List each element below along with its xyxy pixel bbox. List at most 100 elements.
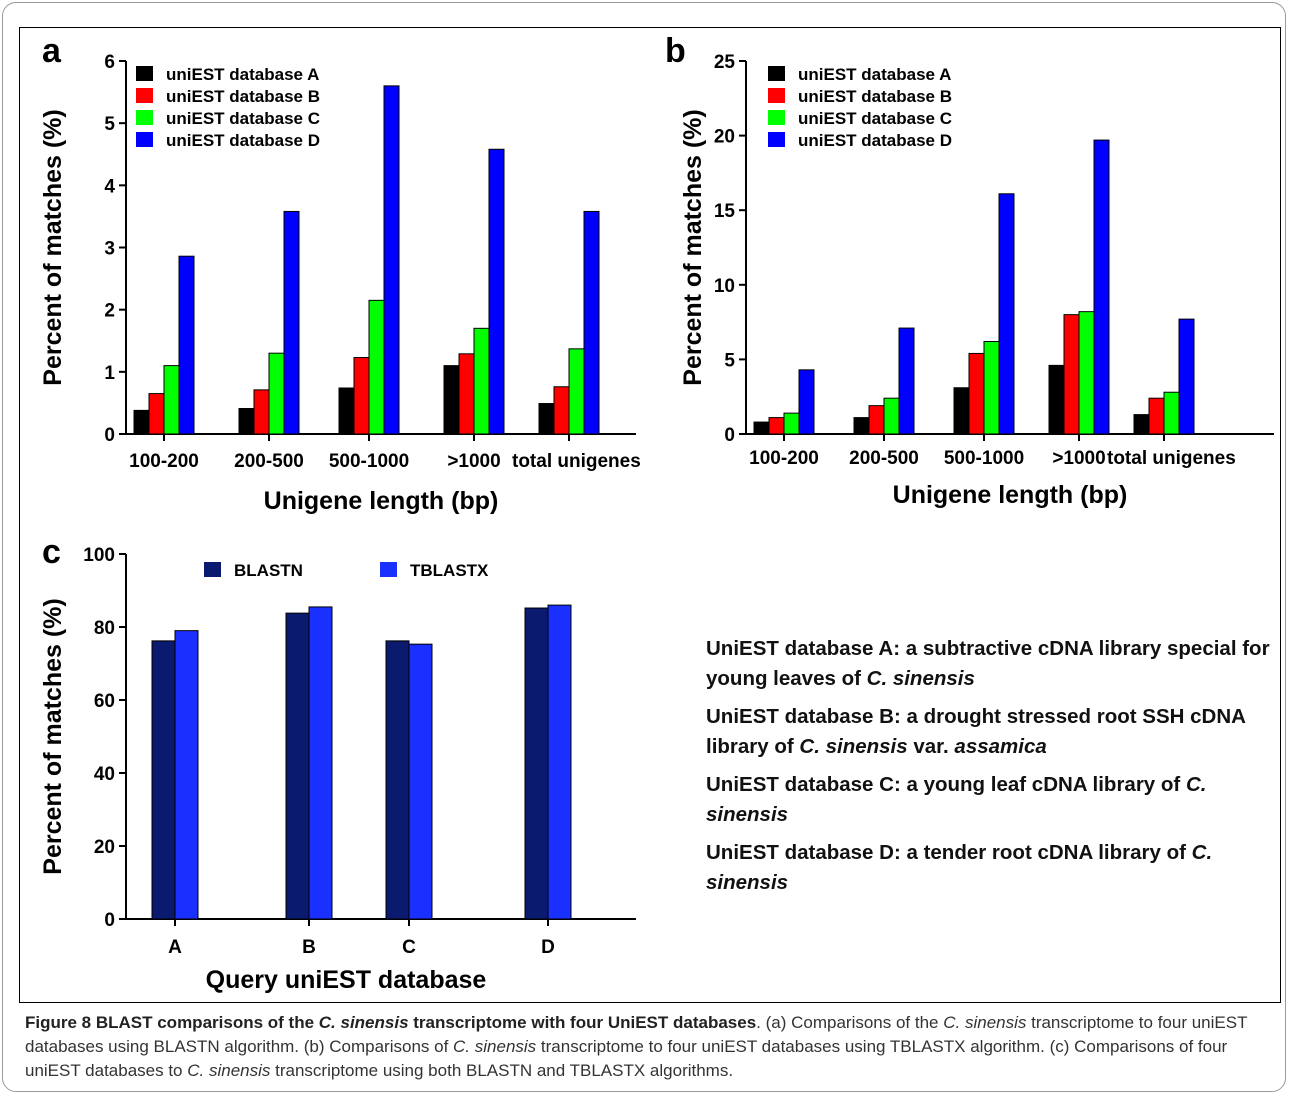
caption-title-part2: transcriptome with four UniEST databases bbox=[408, 1013, 757, 1032]
legend-label: uniEST database A bbox=[166, 65, 319, 84]
y-tick-label: 25 bbox=[714, 52, 736, 73]
y-tick-label: 100 bbox=[83, 545, 115, 566]
y-tick-label: 0 bbox=[104, 910, 115, 931]
legend-a: uniEST database A uniEST database B uniEST… bbox=[136, 65, 320, 150]
legend-label: uniEST database A bbox=[798, 65, 951, 84]
legend-swatch bbox=[768, 66, 785, 81]
chart-panel-b: b 0 5 10 15 20 25 Percent of matches (%) 100-200… bbox=[665, 32, 1274, 509]
bar-a-1-0 bbox=[238, 408, 255, 435]
x-tick-label: total unigenes bbox=[512, 451, 641, 472]
y-axis-label: Percent of matches (%) bbox=[679, 109, 707, 385]
x-tick-label: 200-500 bbox=[849, 448, 919, 469]
y-tick-label: 20 bbox=[714, 127, 735, 148]
bar-b-2-1 bbox=[968, 352, 985, 435]
bar-c-1-1 bbox=[308, 606, 333, 920]
x-tick-label: total unigenes bbox=[1107, 448, 1236, 469]
legend-b: uniEST database A uniEST database B uniEST… bbox=[768, 65, 952, 150]
legend-swatch bbox=[768, 88, 785, 103]
caption-run-4: transcriptome to four uniEST databases u… bbox=[25, 1037, 1228, 1080]
definition-0: UniEST database A: a subtractive cDNA li… bbox=[706, 634, 1276, 694]
bar-b-3-2 bbox=[1078, 311, 1095, 435]
definition-tail: var. bbox=[907, 735, 955, 758]
y-tick-label: 1 bbox=[104, 363, 115, 384]
bar-b-1-1 bbox=[868, 405, 885, 435]
definition-3: UniEST database D: a tender root cDNA li… bbox=[706, 838, 1276, 898]
bar-a-1-1 bbox=[253, 389, 270, 435]
x-tick-label: C bbox=[402, 937, 416, 958]
y-tick-label: 10 bbox=[714, 276, 735, 297]
bar-b-4-3 bbox=[1178, 318, 1195, 435]
bar-b-4-0 bbox=[1133, 414, 1150, 435]
bar-b-2-2 bbox=[983, 340, 1000, 435]
figure-caption: Figure 8 BLAST comparisons of the C. sin… bbox=[25, 1011, 1277, 1083]
definition-1: UniEST database B: a drought stressed ro… bbox=[706, 702, 1276, 762]
legend-label: BLASTN bbox=[234, 561, 303, 580]
bar-c-0-0 bbox=[151, 640, 176, 920]
bar-a-1-3 bbox=[283, 210, 300, 435]
bar-a-2-0 bbox=[338, 387, 355, 435]
y-axis-label: Percent of matches (%) bbox=[39, 598, 67, 874]
definition-lead: UniEST database A: a subtractive cDNA li… bbox=[706, 637, 1270, 690]
caption-run-3: C. sinensis bbox=[453, 1037, 537, 1056]
bar-b-0-2 bbox=[783, 412, 800, 435]
bar-b-1-3 bbox=[898, 327, 915, 435]
bar-a-0-0 bbox=[133, 409, 150, 435]
y-tick-label: 6 bbox=[104, 52, 115, 73]
y-tick-label: 60 bbox=[94, 691, 115, 712]
bar-a-4-2 bbox=[568, 348, 585, 435]
caption-run-1: C. sinensis bbox=[943, 1013, 1027, 1032]
bar-a-4-0 bbox=[538, 403, 555, 435]
bar-a-3-1 bbox=[458, 353, 475, 435]
figure-panel: a 0 1 2 3 4 5 6 Percent of matches (%) 100-200 200… bbox=[19, 27, 1281, 1003]
y-tick-label: 4 bbox=[104, 176, 115, 197]
bar-b-4-2 bbox=[1163, 391, 1180, 435]
bar-c-2-0 bbox=[385, 640, 410, 920]
bar-a-2-1 bbox=[353, 357, 370, 435]
definition-species: C. sinensis bbox=[866, 667, 975, 690]
legend-swatch bbox=[768, 110, 785, 125]
x-tick-label: 500-1000 bbox=[944, 448, 1024, 469]
y-tick-label: 2 bbox=[104, 301, 115, 322]
legend-label: uniEST database C bbox=[166, 109, 320, 128]
y-tick-label: 15 bbox=[714, 201, 736, 222]
legend-label: TBLASTX bbox=[410, 561, 489, 580]
bar-b-1-2 bbox=[883, 397, 900, 435]
y-tick-label: 3 bbox=[104, 239, 115, 260]
legend-swatch bbox=[768, 132, 785, 147]
y-tick-label: 80 bbox=[94, 618, 115, 639]
caption-run-2: transcriptome to four uniEST databases u… bbox=[25, 1013, 1248, 1056]
definition-species: C. sinensis bbox=[706, 773, 1207, 826]
legend-swatch bbox=[136, 132, 153, 147]
caption-run-6: transcriptome using both BLASTN and TBLA… bbox=[270, 1061, 734, 1080]
x-tick-label: 200-500 bbox=[234, 451, 304, 472]
bar-b-4-1 bbox=[1148, 397, 1165, 435]
legend-label: uniEST database D bbox=[166, 131, 320, 150]
bar-c-3-0 bbox=[524, 607, 549, 920]
y-tick-label: 40 bbox=[94, 764, 115, 785]
bar-b-1-0 bbox=[853, 417, 870, 435]
x-tick-label: 100-200 bbox=[749, 448, 819, 469]
caption-run-0: . (a) Comparisons of the bbox=[756, 1013, 944, 1032]
x-axis-label: Query uniEST database bbox=[206, 966, 487, 994]
bar-a-1-2 bbox=[268, 352, 285, 435]
bar-a-4-3 bbox=[583, 210, 600, 435]
bar-b-0-3 bbox=[798, 369, 815, 435]
x-tick-label: D bbox=[541, 937, 555, 958]
legend-swatch bbox=[136, 88, 153, 103]
bar-c-2-1 bbox=[408, 643, 433, 920]
bar-a-3-2 bbox=[473, 327, 490, 435]
legend-swatch bbox=[136, 110, 153, 125]
y-tick-label: 5 bbox=[104, 114, 115, 135]
bar-c-3-1 bbox=[547, 604, 572, 920]
definition-species: C. sinensis bbox=[706, 841, 1213, 894]
panel-letter: c bbox=[42, 533, 61, 571]
legend-swatch bbox=[380, 562, 397, 577]
bar-a-3-3 bbox=[488, 148, 505, 435]
bar-b-0-1 bbox=[768, 417, 785, 435]
definition-2: UniEST database C: a young leaf cDNA lib… bbox=[706, 770, 1276, 830]
caption-body: . (a) Comparisons of the C. sinensis tra… bbox=[25, 1013, 1247, 1080]
bar-b-2-3 bbox=[998, 193, 1015, 435]
y-tick-label: 0 bbox=[724, 425, 735, 446]
